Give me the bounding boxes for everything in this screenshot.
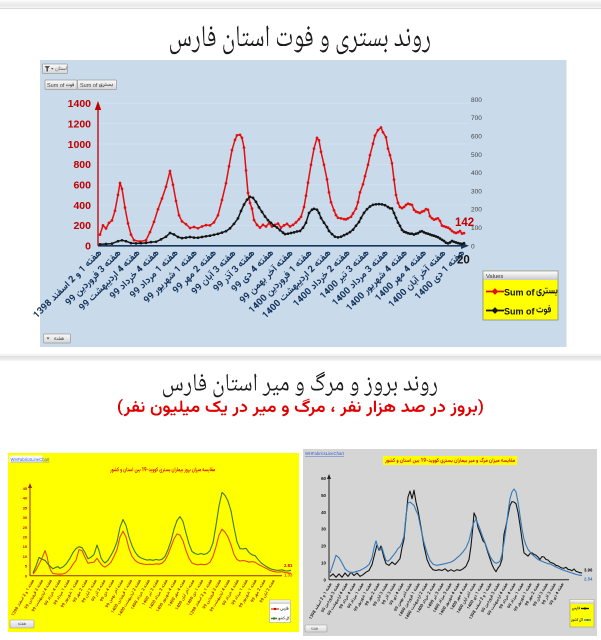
svg-text:1200: 1200 bbox=[68, 118, 92, 130]
svg-text:15: 15 bbox=[23, 545, 27, 549]
svg-text:…: … bbox=[572, 600, 575, 604]
svg-text:600: 600 bbox=[73, 180, 91, 192]
svg-text:200: 200 bbox=[73, 220, 91, 232]
svg-text:20: 20 bbox=[321, 544, 326, 549]
svg-text:Sum of: Sum of bbox=[80, 83, 98, 89]
svg-text:20: 20 bbox=[457, 255, 470, 267]
svg-text:700: 700 bbox=[471, 115, 482, 122]
svg-text:3.96: 3.96 bbox=[584, 568, 593, 573]
svg-text:25: 25 bbox=[23, 526, 27, 530]
svg-text:Values: Values bbox=[486, 274, 503, 280]
svg-text:30: 30 bbox=[23, 516, 27, 520]
svg-text:Sum of: Sum of bbox=[47, 83, 65, 89]
svg-text:30: 30 bbox=[321, 527, 326, 532]
svg-text:100: 100 bbox=[471, 225, 482, 232]
svg-text:50: 50 bbox=[321, 493, 326, 498]
svg-text:800: 800 bbox=[471, 97, 482, 104]
svg-text:800: 800 bbox=[73, 159, 91, 171]
svg-text:300: 300 bbox=[471, 188, 482, 195]
svg-text:Sum of: Sum of bbox=[504, 287, 536, 297]
svg-text:5: 5 bbox=[25, 565, 27, 569]
svg-text:60: 60 bbox=[321, 476, 326, 481]
svg-text:0: 0 bbox=[85, 241, 91, 253]
svg-text:0: 0 bbox=[471, 243, 475, 250]
svg-text:45: 45 bbox=[23, 487, 27, 491]
svg-text:400: 400 bbox=[73, 200, 91, 212]
svg-text:600: 600 bbox=[471, 134, 482, 141]
svg-text:Sum of: Sum of bbox=[504, 306, 536, 316]
svg-text:WHFabricsLineChart: WHFabricsLineChart bbox=[305, 451, 345, 456]
svg-text:200: 200 bbox=[471, 207, 482, 214]
svg-text:10: 10 bbox=[23, 555, 27, 559]
svg-text:35: 35 bbox=[23, 506, 27, 510]
svg-text:0: 0 bbox=[25, 574, 27, 578]
svg-text:500: 500 bbox=[471, 152, 482, 159]
svg-text:10: 10 bbox=[321, 561, 326, 566]
svg-text:40: 40 bbox=[321, 510, 326, 515]
svg-text:40: 40 bbox=[23, 497, 27, 501]
svg-text:0: 0 bbox=[324, 577, 327, 582]
svg-text:400: 400 bbox=[471, 170, 482, 177]
svg-text:2.54: 2.54 bbox=[584, 577, 593, 582]
svg-text:20: 20 bbox=[23, 536, 27, 540]
svg-text:1.33: 1.33 bbox=[284, 573, 293, 578]
svg-text:2.81: 2.81 bbox=[284, 563, 293, 568]
svg-text:WHFabricsLineChart: WHFabricsLineChart bbox=[11, 457, 51, 462]
svg-text:1400: 1400 bbox=[68, 98, 92, 110]
svg-text:142: 142 bbox=[455, 217, 474, 229]
svg-text:1000: 1000 bbox=[68, 139, 92, 151]
